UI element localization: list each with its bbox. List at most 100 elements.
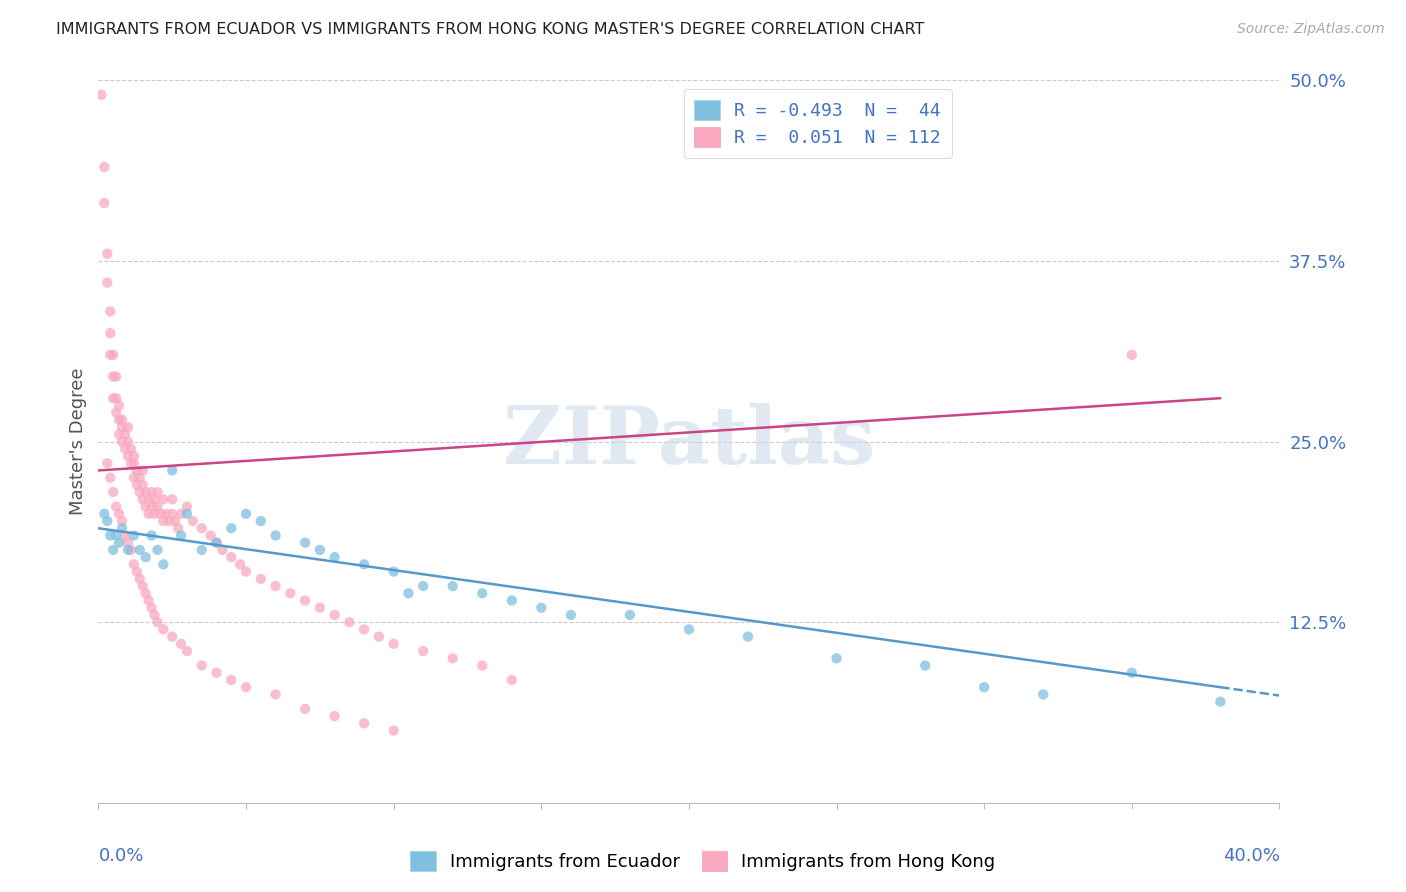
Point: [143, 607, 166, 622]
Point: [152, 623, 174, 637]
Point: [96, 514, 118, 528]
Text: 40.0%: 40.0%: [1223, 847, 1279, 865]
Point: [167, 521, 190, 535]
Point: [914, 658, 936, 673]
Point: [235, 680, 257, 694]
Point: [120, 442, 142, 456]
Point: [1121, 665, 1143, 680]
Legend: Immigrants from Ecuador, Immigrants from Hong Kong: Immigrants from Ecuador, Immigrants from…: [404, 844, 1002, 879]
Point: [117, 434, 139, 449]
Point: [250, 514, 273, 528]
Point: [191, 542, 214, 557]
Point: [162, 492, 183, 507]
Point: [108, 507, 131, 521]
Point: [98, 326, 121, 340]
Point: [152, 492, 174, 507]
Point: [98, 348, 121, 362]
Point: [152, 558, 174, 572]
Point: [264, 687, 287, 701]
Point: [120, 542, 142, 557]
Point: [353, 623, 375, 637]
Point: [221, 673, 243, 687]
Point: [108, 535, 131, 549]
Point: [132, 478, 155, 492]
Point: [114, 528, 136, 542]
Point: [441, 651, 464, 665]
Point: [205, 665, 228, 680]
Point: [138, 492, 160, 507]
Point: [353, 716, 375, 731]
Point: [737, 630, 759, 644]
Point: [181, 514, 204, 528]
Point: [141, 600, 163, 615]
Point: [138, 593, 160, 607]
Point: [619, 607, 641, 622]
Point: [146, 500, 169, 514]
Point: [339, 615, 361, 630]
Point: [264, 579, 287, 593]
Text: ZIPatlas: ZIPatlas: [503, 402, 875, 481]
Point: [530, 600, 553, 615]
Point: [135, 550, 157, 565]
Point: [368, 630, 391, 644]
Point: [111, 521, 134, 535]
Point: [1121, 348, 1143, 362]
Point: [125, 463, 148, 477]
Point: [221, 550, 243, 565]
Point: [117, 542, 139, 557]
Point: [235, 565, 257, 579]
Point: [323, 550, 346, 565]
Point: [135, 586, 157, 600]
Point: [170, 637, 193, 651]
Point: [117, 420, 139, 434]
Point: [93, 507, 115, 521]
Point: [108, 398, 131, 412]
Point: [122, 456, 145, 470]
Point: [309, 600, 332, 615]
Point: [162, 507, 183, 521]
Point: [128, 485, 150, 500]
Point: [501, 593, 523, 607]
Point: [211, 542, 233, 557]
Point: [501, 673, 523, 687]
Point: [155, 507, 177, 521]
Point: [98, 528, 121, 542]
Point: [176, 644, 198, 658]
Point: [135, 485, 157, 500]
Point: [111, 413, 134, 427]
Y-axis label: Master's Degree: Master's Degree: [69, 368, 87, 516]
Point: [146, 542, 169, 557]
Point: [141, 500, 163, 514]
Text: IMMIGRANTS FROM ECUADOR VS IMMIGRANTS FROM HONG KONG MASTER'S DEGREE CORRELATION: IMMIGRANTS FROM ECUADOR VS IMMIGRANTS FR…: [56, 22, 925, 37]
Point: [108, 427, 131, 442]
Point: [560, 607, 582, 622]
Point: [143, 507, 166, 521]
Point: [141, 528, 163, 542]
Point: [382, 565, 405, 579]
Point: [678, 623, 700, 637]
Point: [229, 558, 252, 572]
Point: [294, 535, 316, 549]
Point: [162, 630, 183, 644]
Point: [105, 500, 128, 514]
Point: [294, 702, 316, 716]
Point: [138, 507, 160, 521]
Point: [122, 470, 145, 484]
Point: [128, 572, 150, 586]
Point: [146, 485, 169, 500]
Point: [90, 87, 112, 102]
Point: [105, 369, 128, 384]
Point: [111, 434, 134, 449]
Point: [96, 246, 118, 260]
Point: [146, 615, 169, 630]
Point: [135, 500, 157, 514]
Point: [323, 709, 346, 723]
Point: [103, 485, 125, 500]
Point: [176, 507, 198, 521]
Point: [170, 507, 193, 521]
Point: [120, 456, 142, 470]
Point: [143, 492, 166, 507]
Point: [103, 542, 125, 557]
Point: [250, 572, 273, 586]
Point: [108, 413, 131, 427]
